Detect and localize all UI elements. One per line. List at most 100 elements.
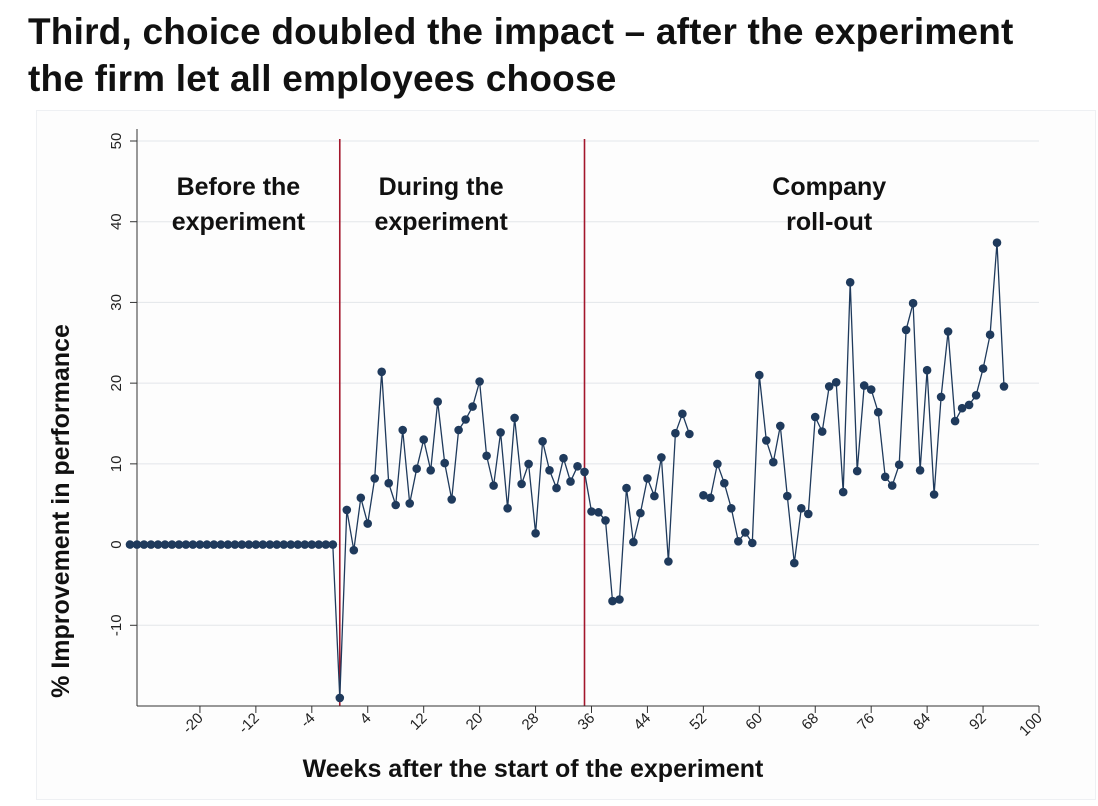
- data-point: [992, 238, 1002, 247]
- data-point: [489, 481, 498, 490]
- data-point: [314, 540, 324, 549]
- data-point: [552, 483, 561, 493]
- x-tick-label: -12: [235, 710, 262, 737]
- data-point: [230, 540, 240, 549]
- data-point: [797, 504, 806, 513]
- x-tick-label: 52: [686, 710, 710, 734]
- data-point: [160, 540, 170, 549]
- data-point: [971, 391, 981, 400]
- data-point: [734, 537, 743, 546]
- data-point: [643, 474, 652, 483]
- data-point: [349, 545, 359, 555]
- data-point: [699, 491, 708, 500]
- data-point: [125, 540, 135, 549]
- series-line: [130, 242, 1005, 698]
- data-point: [391, 500, 401, 510]
- data-point: [922, 365, 932, 375]
- data-point: [894, 460, 904, 470]
- x-tick-label: 44: [630, 710, 654, 734]
- data-point: [790, 558, 799, 568]
- data-point: [538, 437, 547, 446]
- data-point: [496, 428, 505, 437]
- data-point: [447, 495, 457, 504]
- data-point: [901, 325, 911, 335]
- data-point: [824, 382, 834, 391]
- x-tick-label: 68: [798, 710, 822, 734]
- data-point: [587, 507, 596, 516]
- data-point: [985, 330, 995, 339]
- data-point: [370, 474, 380, 483]
- y-tick-label: 50: [108, 133, 125, 150]
- data-point: [908, 298, 918, 308]
- data-point: [845, 278, 855, 287]
- region-label-line: experiment: [172, 208, 306, 236]
- data-point: [202, 540, 212, 549]
- data-point: [293, 540, 303, 549]
- region-label-line: roll-out: [786, 208, 873, 236]
- data-point: [650, 491, 659, 501]
- data-point: [398, 425, 408, 435]
- region-label-line: During the: [379, 173, 504, 201]
- data-point: [615, 595, 624, 604]
- slide-title: Third, choice doubled the impact – after…: [28, 11, 1014, 99]
- data-point: [831, 378, 841, 387]
- data-point: [838, 487, 848, 497]
- x-tick-label: 4: [357, 710, 375, 728]
- data-point: [433, 397, 443, 407]
- data-point: [216, 540, 226, 549]
- data-point: [810, 412, 820, 422]
- x-tick-label: 84: [910, 710, 934, 734]
- data-point: [566, 477, 575, 486]
- data-point: [915, 466, 925, 475]
- data-point: [999, 382, 1009, 391]
- data-point: [307, 540, 317, 549]
- data-point: [601, 516, 610, 525]
- data-point: [804, 509, 813, 519]
- data-point: [594, 508, 603, 517]
- data-point: [167, 540, 177, 549]
- data-point: [377, 367, 387, 377]
- data-point: [685, 429, 694, 439]
- data-point: [720, 478, 729, 488]
- data-point: [321, 540, 331, 549]
- data-point: [950, 416, 960, 426]
- data-point: [223, 540, 233, 549]
- data-point: [545, 466, 554, 475]
- chart-panel: -10 0 10 20 30 40 50 -20 -12 -4 4 12 20 28 36 44 52 60 68 7…: [36, 110, 1096, 800]
- x-tick-label: 20: [463, 710, 487, 734]
- data-point: [524, 459, 533, 469]
- x-axis-title: Weeks after the start of the experiment: [303, 755, 764, 783]
- data-point: [272, 540, 282, 549]
- data-point: [678, 409, 687, 419]
- data-point: [482, 451, 491, 461]
- data-point: [300, 540, 310, 549]
- data-point: [475, 377, 484, 386]
- data-point: [817, 427, 827, 436]
- data-point: [873, 407, 883, 417]
- data-point: [755, 370, 764, 380]
- data-point: [153, 540, 163, 549]
- data-point: [440, 458, 450, 468]
- data-point: [468, 402, 477, 411]
- data-point: [188, 540, 198, 549]
- data-point: [769, 457, 778, 467]
- y-tick-label: 30: [108, 294, 125, 311]
- data-point: [887, 481, 897, 490]
- data-point: [978, 364, 988, 373]
- x-tick-label: -4: [297, 710, 318, 731]
- x-tick-label: 100: [1016, 710, 1046, 740]
- data-point: [866, 385, 876, 394]
- data-point: [929, 490, 939, 499]
- data-point: [748, 538, 757, 548]
- data-point: [146, 540, 156, 549]
- x-tick-label: 36: [575, 710, 599, 734]
- data-point: [363, 519, 373, 528]
- data-point: [657, 453, 666, 462]
- region-labels: Before the experiment During the experiment…: [172, 173, 887, 236]
- data-point: [517, 479, 526, 489]
- series-performance: [125, 238, 1009, 703]
- data-point: [461, 415, 470, 424]
- data-point: [636, 508, 645, 518]
- data-point: [936, 392, 946, 402]
- data-point: [265, 540, 275, 549]
